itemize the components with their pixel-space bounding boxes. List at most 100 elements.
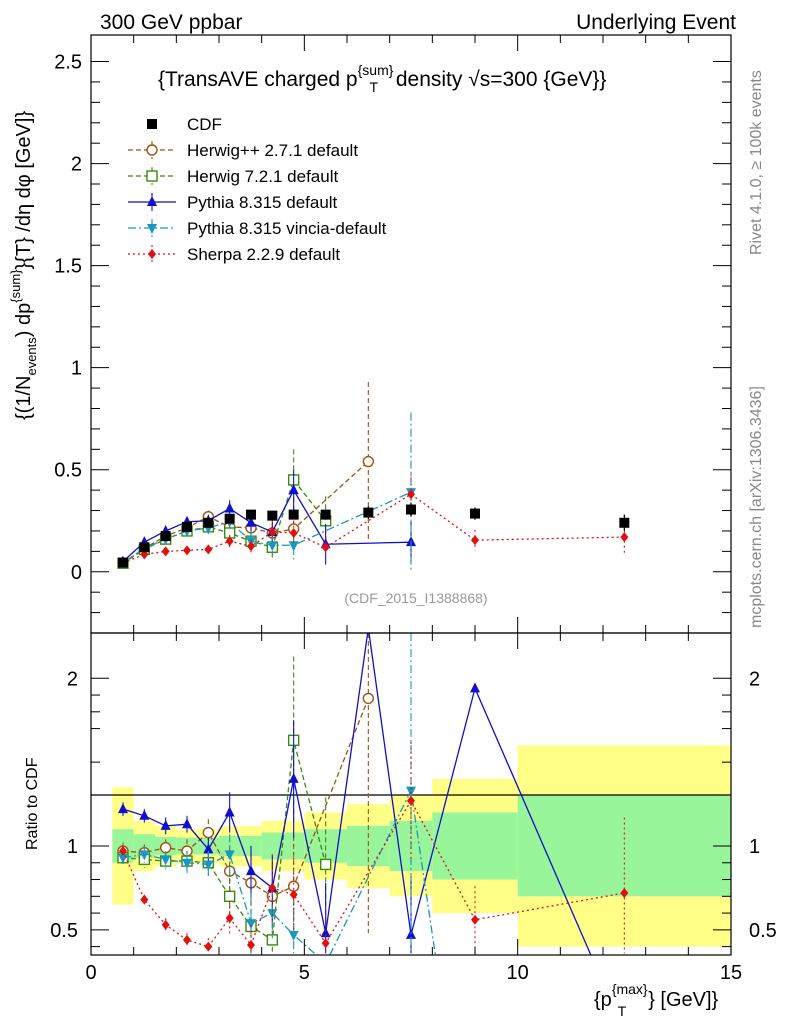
legend-label: CDF — [187, 115, 222, 134]
header-right: Underlying Event — [576, 11, 736, 34]
top-series-layer — [117, 381, 630, 572]
data-point — [289, 527, 298, 538]
legend-label: Sherpa 2.2.9 default — [187, 245, 340, 264]
ratio-point — [224, 806, 235, 817]
legend-entry: Herwig 7.2.1 default — [128, 167, 338, 186]
data-point — [267, 541, 278, 552]
plot-title-rest: density √s=300 {GeV}} — [390, 68, 606, 91]
legend-label: Herwig 7.2.1 default — [187, 167, 338, 186]
ratio-tick-label-right: 0.5 — [749, 920, 777, 942]
y-label-a: {(1/N — [13, 376, 35, 420]
cdf-point — [406, 504, 416, 515]
y-label-sub: events — [24, 337, 39, 376]
ratio-point — [321, 938, 330, 949]
y-label-c: }{T} /dη dφ [GeV]} — [13, 111, 35, 270]
ratio-tick-label-left: 0.5 — [50, 920, 78, 942]
ratio-line — [122, 633, 592, 955]
cdf-point — [267, 510, 278, 521]
cdf-point — [139, 542, 150, 553]
x-label-sup: {max} — [612, 981, 648, 997]
x-tick-label: 10 — [507, 962, 529, 984]
ratio-band-inner — [432, 812, 518, 880]
ratio-band-inner — [517, 795, 731, 897]
axis-ticks: 0 5 10 15 0 0.5 1 1.5 2 2.5 0.5 0.5 1 1 2 2 — [50, 35, 777, 984]
x-tick-label: 15 — [720, 962, 742, 984]
x-label-b: } [GeV]} — [648, 989, 718, 1011]
plot-title: {TransAVE charged p{sum} T density √s=300… — [158, 62, 606, 95]
legend-label: Pythia 8.315 vincia-default — [187, 219, 387, 238]
x-axis-label: {p{max} T} [GeV]} — [594, 981, 719, 1019]
plot-title-main: {TransAVE charged p — [158, 68, 358, 91]
data-point — [288, 484, 299, 495]
ratio-point — [620, 887, 629, 898]
ratio-point — [407, 795, 415, 806]
data-point — [407, 489, 415, 500]
ratio-point — [288, 930, 299, 941]
ratio-point — [140, 894, 149, 905]
data-point — [225, 536, 234, 547]
ratio-point — [320, 927, 331, 938]
ratio-point — [160, 819, 171, 830]
ratio-point — [319, 858, 332, 871]
cdf-point — [182, 521, 192, 532]
cdf-point — [363, 507, 374, 518]
ratio-point — [161, 919, 170, 930]
rivet-label: Rivet 4.1.0, ≥ 100k events — [748, 70, 765, 255]
cdf-series — [118, 502, 630, 568]
ratio-point — [289, 889, 298, 900]
legend-marker — [148, 249, 156, 259]
data-point — [183, 545, 191, 556]
legend-entry: Herwig++ 2.7.1 default — [128, 141, 358, 160]
data-point — [247, 541, 255, 552]
ratio-point — [246, 865, 256, 876]
data-point — [471, 535, 479, 546]
ratio-point — [266, 934, 279, 946]
legend-entry: Sherpa 2.2.9 default — [128, 245, 340, 264]
ratio-series-0 — [117, 633, 375, 937]
ratio-point — [182, 858, 192, 869]
ratio-point — [268, 882, 277, 893]
ratio-point — [119, 846, 127, 857]
legend-marker — [146, 170, 158, 182]
legend-entry: Pythia 8.315 vincia-default — [128, 219, 387, 238]
data-point — [268, 526, 277, 537]
x-label-sub: T — [618, 1003, 627, 1019]
y-tick-label: 1 — [71, 358, 82, 380]
y-tick-label: 1.5 — [54, 256, 82, 278]
ratio-plot-frame — [90, 632, 732, 956]
ratio-point — [223, 890, 236, 903]
y-tick-label: 0 — [71, 562, 82, 584]
data-point — [204, 544, 213, 555]
ratio-point — [246, 919, 256, 930]
y-tick-label: 0.5 — [54, 460, 82, 482]
ratio-point — [204, 941, 213, 952]
mcplots-label: mcplots.cern.ch [arXiv:1306.3436] — [748, 386, 765, 628]
cdf-point — [288, 509, 299, 520]
ratio-tick-label-left: 2 — [67, 668, 78, 690]
cdf-point — [160, 531, 171, 542]
cdf-point — [470, 508, 480, 519]
legend-label: Herwig++ 2.7.1 default — [187, 141, 358, 160]
data-point — [362, 455, 375, 468]
ratio-point — [183, 934, 191, 945]
legend-entry: CDF — [147, 115, 222, 134]
cdf-point — [320, 509, 331, 520]
y-label-b: ) dp — [13, 303, 35, 337]
plot-title-sub: T — [369, 79, 378, 95]
legend-entry: Pythia 8.315 default — [128, 193, 338, 212]
ratio-point — [118, 803, 128, 814]
analysis-watermark: (CDF_2015_I1388868) — [344, 590, 487, 606]
y-axis-label: {(1/Nevents) dp{sum}}{T} /dη dφ [GeV]} — [8, 111, 39, 420]
data-point — [288, 541, 299, 552]
legend-marker — [147, 196, 157, 206]
data-point — [246, 516, 256, 527]
y-tick-label: 2.5 — [54, 52, 82, 74]
ratio-point — [470, 682, 480, 693]
legend-marker — [147, 119, 157, 129]
series-line — [122, 491, 412, 564]
ratio-point — [139, 850, 150, 861]
ratio-band-inner — [261, 832, 283, 860]
series-1 — [117, 449, 332, 569]
legend-marker — [147, 224, 157, 234]
